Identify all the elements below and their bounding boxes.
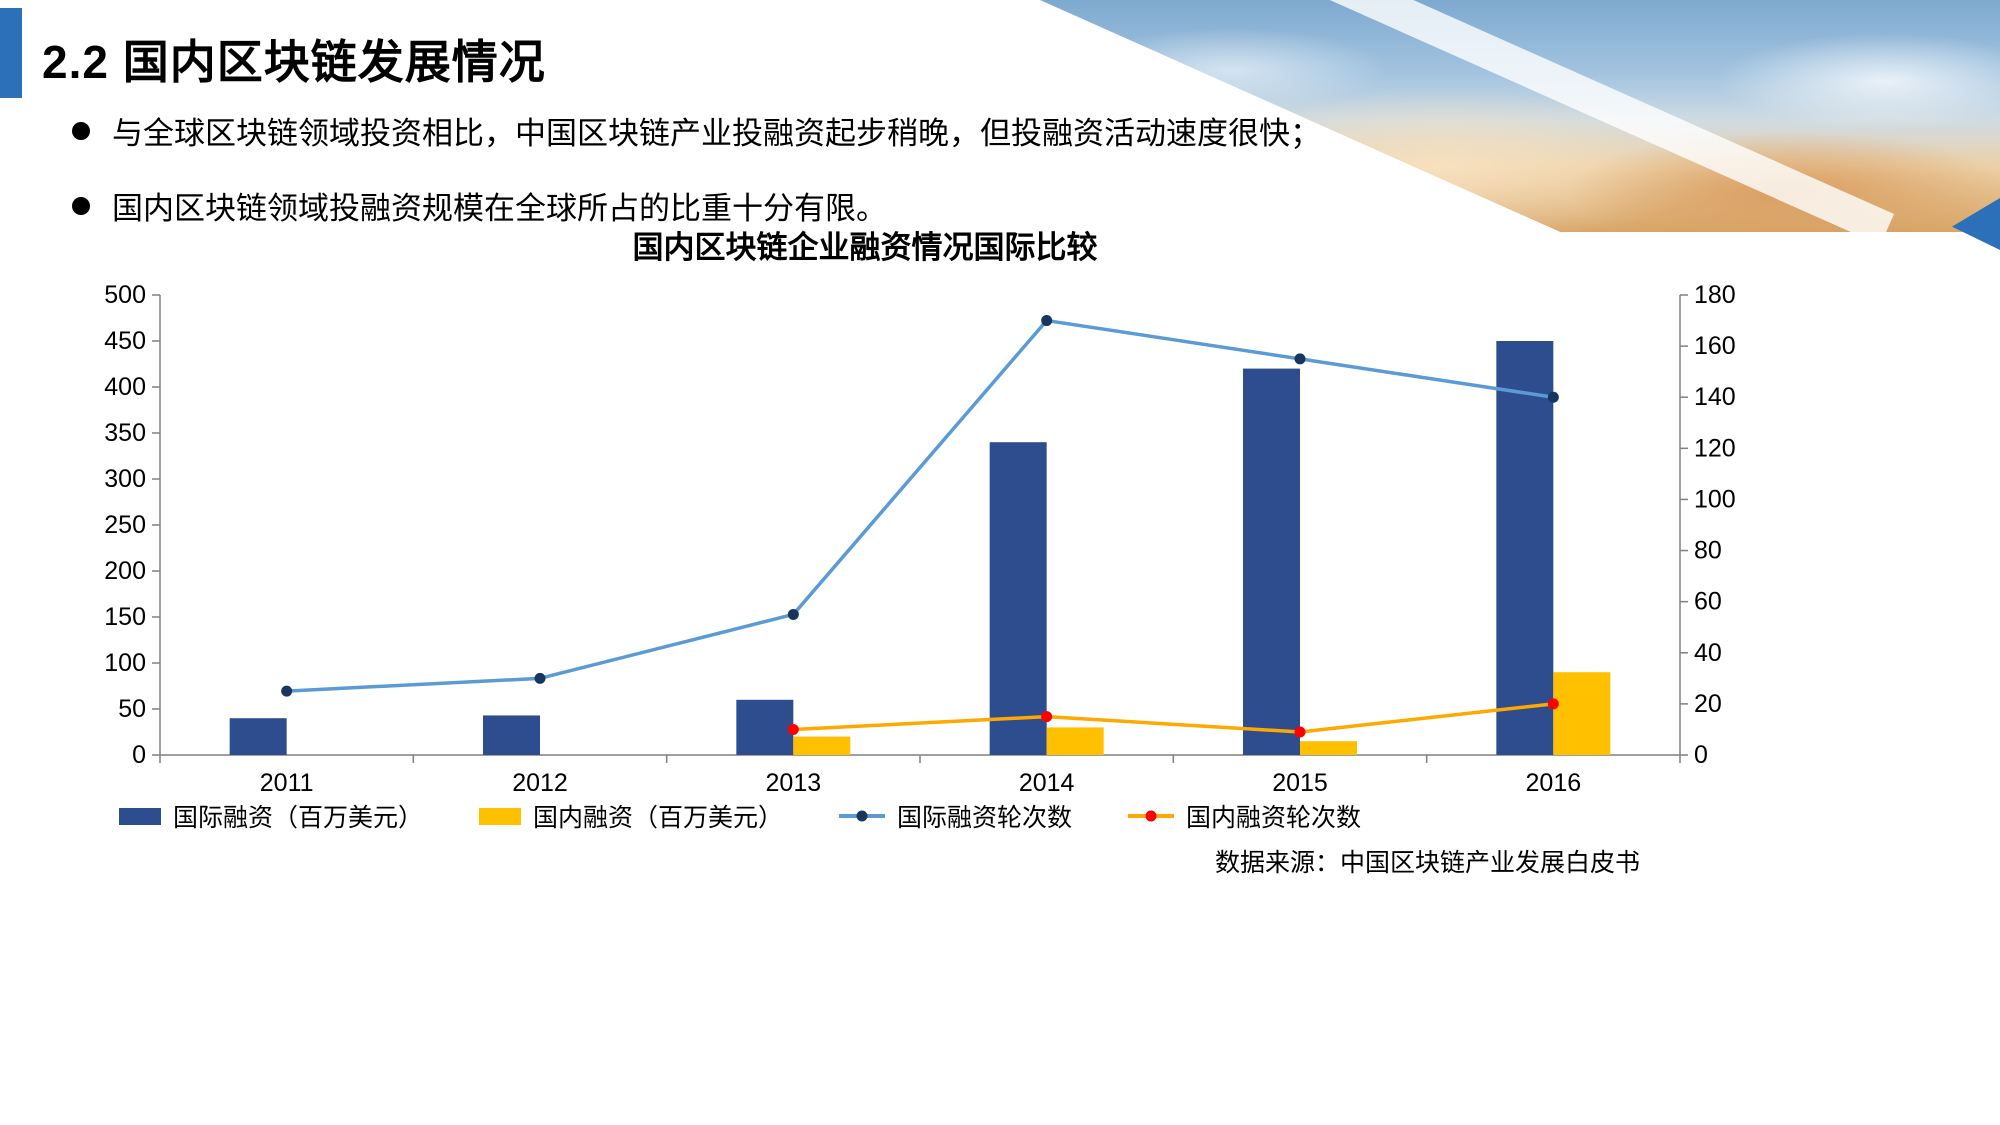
marker-domestic-rounds bbox=[1041, 711, 1053, 723]
y-right-tick-label: 80 bbox=[1694, 537, 1722, 565]
marker-international-rounds bbox=[1041, 315, 1053, 327]
y-left-tick-label: 50 bbox=[118, 695, 146, 723]
data-source-note: 数据来源：中国区块链产业发展白皮书 bbox=[1215, 850, 1641, 877]
x-category-label: 2015 bbox=[1272, 769, 1328, 797]
y-left-tick-label: 150 bbox=[104, 603, 146, 631]
legend-swatch-international-rounds bbox=[839, 810, 885, 822]
legend-item-international-rounds: 国际融资轮次数 bbox=[839, 798, 1072, 834]
page-title: 2.2 国内区块链发展情况 bbox=[42, 36, 546, 88]
marker-domestic-rounds bbox=[1294, 726, 1306, 738]
y-left-tick-label: 300 bbox=[104, 465, 146, 493]
y-left-tick-label: 500 bbox=[104, 281, 146, 309]
y-right-tick-label: 140 bbox=[1694, 383, 1736, 411]
y-right-tick-label: 120 bbox=[1694, 434, 1736, 462]
y-left-tick-label: 400 bbox=[104, 373, 146, 401]
x-category-label: 2012 bbox=[512, 769, 568, 797]
y-left-tick-label: 350 bbox=[104, 419, 146, 447]
y-right-tick-label: 0 bbox=[1694, 741, 1708, 769]
bar-international-funding-2014 bbox=[989, 442, 1047, 755]
legend-swatch-international-funding bbox=[118, 807, 161, 825]
legend-label: 国际融资轮次数 bbox=[897, 805, 1073, 832]
bullet-item: 与全球区块链领域投资相比，中国区块链产业投融资起步稍晚，但投融资活动速度很快； bbox=[72, 112, 1372, 155]
bullet-dot-icon bbox=[72, 122, 90, 140]
marker-domestic-rounds bbox=[787, 723, 799, 735]
bullet-text: 国内区块链领域投融资规模在全球所占的比重十分有限。 bbox=[112, 191, 887, 227]
y-left-tick-label: 250 bbox=[104, 511, 146, 539]
legend-marker-dot bbox=[856, 810, 868, 822]
title-accent-bar bbox=[0, 8, 22, 98]
legend-label: 国内融资（百万美元） bbox=[532, 805, 783, 832]
legend-label: 国际融资（百万美元） bbox=[172, 805, 423, 832]
bar-international-funding-2011 bbox=[229, 718, 287, 755]
legend-item-domestic-funding: 国内融资（百万美元） bbox=[478, 798, 783, 834]
chart-title: 国内区块链企业融资情况国际比较 bbox=[632, 230, 1098, 265]
bar-international-funding-2015 bbox=[1243, 368, 1300, 755]
y-right-tick-label: 160 bbox=[1694, 332, 1736, 360]
marker-international-rounds bbox=[1547, 391, 1559, 403]
marker-international-rounds bbox=[787, 608, 799, 620]
x-category-label: 2013 bbox=[766, 769, 822, 797]
line-international-rounds bbox=[286, 318, 1554, 693]
x-category-label: 2011 bbox=[260, 769, 314, 797]
legend-item-international-funding: 国际融资（百万美元） bbox=[118, 798, 423, 834]
y-right-tick-label: 40 bbox=[1694, 639, 1722, 667]
legend-item-domestic-rounds: 国内融资轮次数 bbox=[1128, 798, 1361, 834]
bar-international-funding-2016 bbox=[1496, 341, 1554, 755]
y-left-tick-label: 100 bbox=[104, 649, 146, 677]
bullet-dot-icon bbox=[72, 197, 90, 216]
bullet-item: 国内区块链领域投融资规模在全球所占的比重十分有限。 bbox=[72, 187, 1372, 230]
marker-international-rounds bbox=[534, 672, 546, 684]
chart-legend: 国际融资（百万美元） 国内融资（百万美元） 国际融资轮次数 国内融资轮次数 bbox=[40, 798, 1440, 834]
y-right-tick-label: 100 bbox=[1694, 485, 1736, 513]
bar-international-funding-2013 bbox=[736, 699, 794, 755]
x-category-label: 2016 bbox=[1526, 769, 1582, 797]
bullet-text: 与全球区块链领域投资相比，中国区块链产业投融资起步稍晚，但投融资活动速度很快； bbox=[112, 116, 1321, 151]
y-left-tick-label: 200 bbox=[104, 557, 146, 585]
y-left-tick-label: 0 bbox=[132, 741, 146, 769]
y-left-tick-label: 450 bbox=[104, 327, 146, 355]
bullet-list: 与全球区块链领域投资相比，中国区块链产业投融资起步稍晚，但投融资活动速度很快； … bbox=[72, 112, 1372, 263]
y-right-tick-label: 20 bbox=[1694, 690, 1722, 718]
marker-domestic-rounds bbox=[1547, 698, 1559, 710]
bar-domestic-funding-2013 bbox=[793, 736, 851, 755]
legend-swatch-domestic-funding bbox=[478, 807, 521, 825]
financing-chart: 0 50 100 150 200 250 300 350 400 450 500 0 20 40 60 80 1… bbox=[104, 281, 1736, 797]
marker-international-rounds bbox=[281, 685, 293, 697]
legend-swatch-domestic-rounds bbox=[1128, 810, 1175, 822]
legend-marker-dot bbox=[1145, 810, 1157, 822]
bar-domestic-funding-2015 bbox=[1300, 741, 1357, 755]
y-right-tick-label: 60 bbox=[1694, 588, 1722, 616]
marker-international-rounds bbox=[1294, 353, 1306, 365]
bar-domestic-funding-2014 bbox=[1046, 727, 1104, 755]
bar-domestic-funding-2016 bbox=[1553, 672, 1611, 755]
legend-label: 国内融资轮次数 bbox=[1186, 805, 1362, 832]
x-category-label: 2014 bbox=[1019, 769, 1075, 797]
bar-international-funding-2012 bbox=[483, 715, 540, 755]
line-domestic-rounds bbox=[793, 702, 1554, 734]
y-right-tick-label: 180 bbox=[1694, 281, 1736, 309]
